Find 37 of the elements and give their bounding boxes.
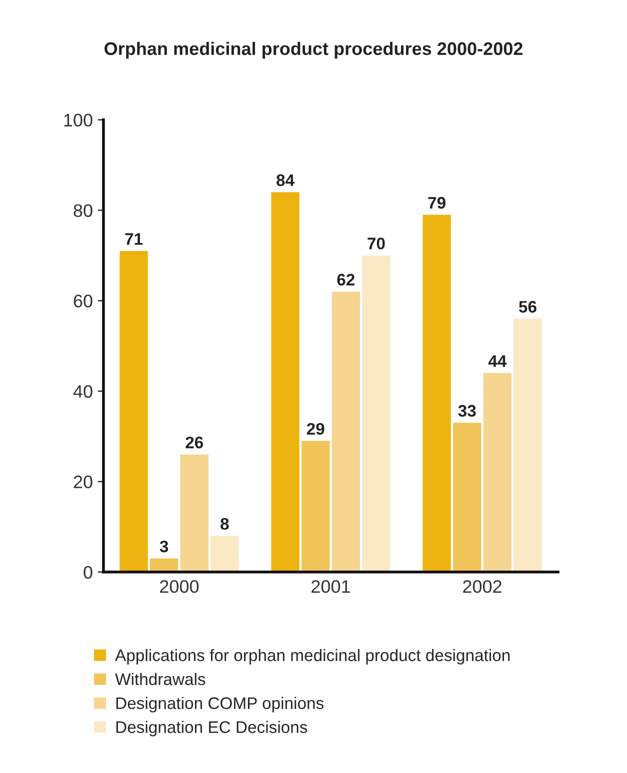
data-label: 62 [337,274,354,286]
bar [332,292,360,572]
bar [483,373,512,572]
bar [180,454,208,572]
y-tick-label: 100 [64,114,92,127]
bar [210,536,239,572]
data-label: 71 [125,233,143,245]
y-tick-label: 80 [74,204,92,217]
data-label: 44 [488,355,507,367]
y-tick-label: 60 [74,294,92,308]
x-tick-label: 2001 [312,580,350,593]
y-tick-label: 40 [73,385,92,398]
data-label: 79 [428,196,446,209]
legend-label: Designation COMP opinions [116,696,324,712]
data-label: 70 [368,238,385,250]
data-label: 56 [518,300,536,313]
bar [453,422,482,572]
data-label: 33 [458,404,476,417]
data-label: 8 [220,518,229,530]
data-label: 29 [306,423,324,435]
bar [422,214,451,572]
bar [362,255,390,572]
chart-title: Orphan medicinal product procedures 2000-2002 [104,42,523,59]
legend-label: Applications for orphan medicinal product designation [115,648,510,664]
y-tick-label: 20 [74,476,92,488]
y-tick-label: 0 [84,566,92,579]
legend-label: Withdrawals [115,672,206,686]
data-label: 84 [276,174,294,186]
bar [271,192,300,572]
data-label: 3 [160,540,168,552]
legend-label: Designation EC Decisions [116,720,308,736]
x-tick-label: 2000 [160,580,199,593]
bar [120,250,148,572]
data-label: 26 [186,436,204,448]
x-tick-label: 2002 [463,580,502,593]
bar [514,318,542,572]
bar [302,440,330,572]
